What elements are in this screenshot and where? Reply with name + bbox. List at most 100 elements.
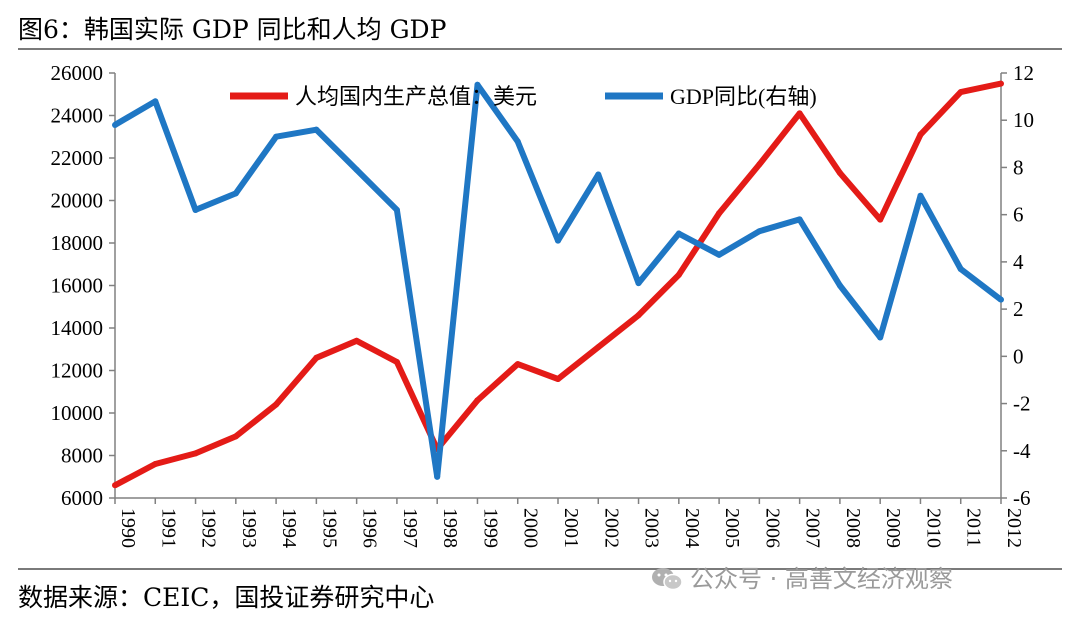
series-1-point — [232, 433, 239, 440]
x-tick-label: 2010 — [922, 508, 944, 548]
left-tick-label: 22000 — [51, 146, 104, 170]
x-tick-label: 1997 — [399, 508, 421, 548]
x-tick-label: 1990 — [117, 508, 139, 548]
right-tick-label: 10 — [1013, 108, 1034, 132]
x-tick-label: 1991 — [157, 508, 179, 548]
series-2-point — [998, 296, 1004, 303]
series-1-point — [393, 359, 400, 365]
series-1-point — [998, 80, 1004, 87]
series-1-point — [917, 131, 924, 138]
left-tick-label: 20000 — [51, 189, 104, 213]
series-1-point — [635, 312, 642, 319]
series-1-point — [273, 401, 280, 408]
series-2-point — [393, 206, 400, 213]
source-note: 数据来源：CEIC，国投证券研究中心 — [18, 583, 435, 612]
x-tick-label: 1996 — [359, 508, 381, 548]
x-tick-label: 1992 — [198, 508, 220, 548]
right-tick-label: -4 — [1013, 439, 1031, 463]
series-2-point — [877, 334, 884, 341]
series-1-point — [716, 210, 723, 217]
x-tick-label: 2002 — [600, 508, 622, 548]
series-1-point — [555, 376, 561, 382]
x-tick-label: 2008 — [842, 508, 864, 548]
series-1-point — [313, 354, 320, 361]
left-tick-label: 10000 — [51, 401, 104, 425]
series-line-1 — [113, 80, 1002, 488]
series-2-point — [595, 171, 602, 178]
series-2-point — [434, 473, 441, 480]
left-tick-label: 8000 — [61, 444, 103, 468]
x-tick-label: 2001 — [560, 508, 582, 548]
x-tick-label: 1995 — [318, 508, 340, 548]
left-tick-label: 24000 — [51, 104, 104, 128]
series-2-point — [836, 282, 843, 289]
series-2-point — [957, 265, 964, 272]
series-2-point — [232, 190, 239, 197]
series-1-point — [152, 461, 159, 467]
series-1-point — [756, 161, 763, 168]
series-line-2 — [113, 81, 1003, 480]
left-tick-label: 14000 — [51, 316, 104, 340]
right-tick-label: -6 — [1013, 486, 1031, 510]
series-2-point — [514, 138, 521, 145]
series-2-point — [273, 133, 280, 140]
series-2-point — [796, 216, 803, 223]
right-tick-label: 8 — [1013, 155, 1024, 179]
series-1-point — [796, 110, 803, 117]
x-tick-label: 2003 — [641, 508, 663, 548]
series-2-point — [353, 166, 360, 173]
series-1-point — [353, 337, 360, 344]
series-2-point — [313, 126, 320, 133]
x-tick-label: 1998 — [439, 508, 461, 548]
series-2-point — [716, 251, 723, 258]
x-tick-label: 2012 — [1003, 508, 1025, 548]
x-tick-label: 2000 — [520, 508, 542, 548]
watermark: 公众号 · 高善文经济观察 — [650, 559, 953, 594]
series-2-point — [152, 98, 159, 105]
series-1-point — [514, 361, 521, 368]
x-tick-label: 2004 — [681, 508, 703, 548]
right-tick-label: -2 — [1013, 392, 1031, 416]
x-tick-label: 1994 — [278, 508, 300, 548]
left-tick-label: 16000 — [51, 274, 104, 298]
right-tick-label: 0 — [1013, 344, 1024, 368]
series-2-point — [917, 192, 924, 199]
left-tick-label: 26000 — [51, 61, 104, 85]
x-tick-label: 1993 — [238, 508, 260, 548]
series-2-point — [675, 230, 682, 237]
right-tick-label: 6 — [1013, 203, 1024, 227]
legend-label-2: GDP同比(右轴) — [670, 84, 817, 109]
right-tick-label: 12 — [1013, 61, 1034, 85]
series-1-point — [474, 397, 481, 404]
series-2-point — [635, 280, 642, 287]
x-tick-label: 1999 — [479, 508, 501, 548]
series-1-point — [675, 271, 682, 278]
legend-label-1: 人均国内生产总值：美元 — [295, 84, 537, 109]
left-tick-label: 18000 — [51, 231, 104, 255]
series-1-point — [877, 216, 884, 223]
x-tick-label: 2006 — [761, 508, 783, 548]
left-tick-label: 12000 — [51, 359, 104, 383]
x-tick-label: 2009 — [882, 508, 904, 548]
series-2-point — [112, 121, 118, 128]
x-tick-label: 2011 — [963, 508, 985, 547]
wechat-icon — [652, 568, 683, 591]
x-tick-label: 2007 — [802, 508, 824, 548]
series-1-point — [192, 450, 199, 457]
series-1-point — [595, 344, 602, 351]
watermark-text: 公众号 · 高善文经济观察 — [690, 565, 953, 593]
right-tick-label: 2 — [1013, 297, 1024, 321]
chart-title: 图6：韩国实际 GDP 同比和人均 GDP — [18, 15, 447, 44]
source-rule — [18, 568, 1062, 570]
series-2-point — [192, 206, 199, 213]
series-1-point — [112, 482, 118, 489]
left-tick-label: 6000 — [61, 486, 103, 510]
series-2-point — [756, 228, 763, 235]
series-2-point — [474, 81, 481, 88]
title-rule — [18, 48, 1062, 50]
series-2-point — [555, 237, 561, 244]
series-1-point — [836, 169, 843, 176]
x-tick-label: 2005 — [721, 508, 743, 548]
series-1-point — [957, 89, 964, 96]
